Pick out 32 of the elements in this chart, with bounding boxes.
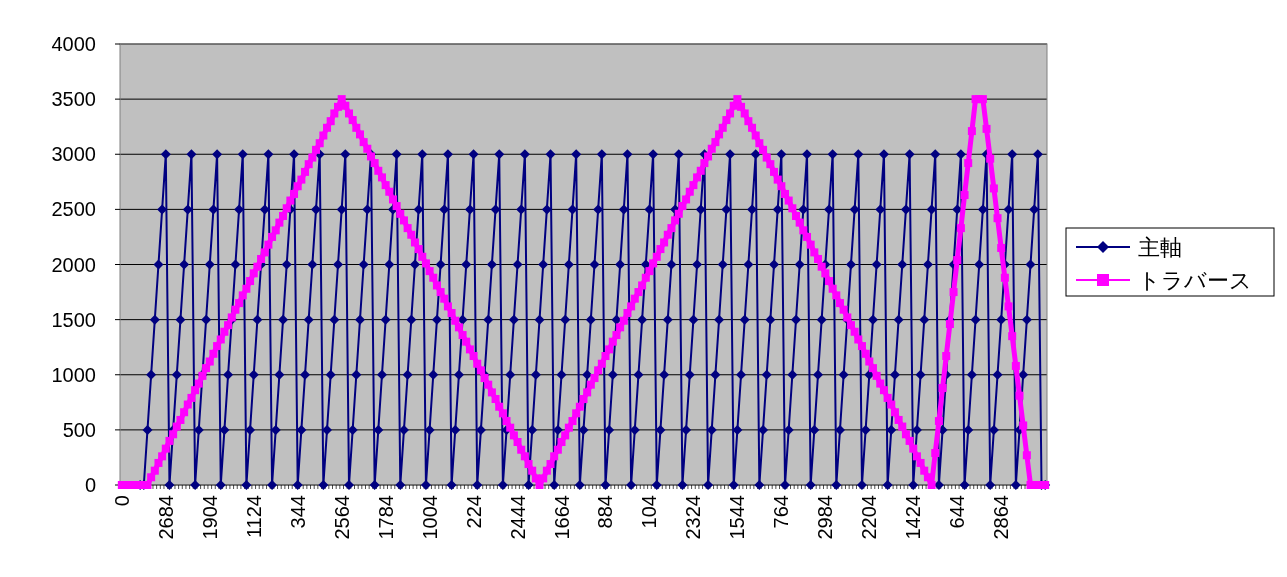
- x-tick-label: 1544: [726, 495, 749, 540]
- x-tick-label: 1004: [418, 495, 441, 540]
- y-tick-label: 3000: [51, 143, 96, 166]
- x-tick-label: 2324: [682, 495, 705, 540]
- x-tick-label: 1424: [902, 495, 925, 540]
- x-tick-label: 0: [110, 495, 133, 507]
- x-tick-label: 1124: [242, 495, 265, 539]
- y-tick-label: 1000: [51, 363, 96, 386]
- x-tick-label: 764: [770, 495, 793, 529]
- x-tick-label: 2984: [814, 495, 837, 540]
- x-tick-label: 104: [638, 495, 661, 529]
- y-tick-label: 4000: [51, 33, 96, 55]
- x-tick-label: 644: [946, 495, 969, 529]
- x-tick-label: 2444: [506, 495, 529, 540]
- x-tick-label: 2564: [330, 495, 353, 540]
- x-tick-label: 224: [462, 495, 485, 529]
- x-tick-label: 884: [594, 495, 617, 529]
- y-tick-label: 2000: [51, 253, 96, 276]
- x-tick-label: 1784: [374, 495, 397, 540]
- y-tick-label: 2500: [51, 198, 96, 221]
- x-tick-label: 2684: [154, 495, 177, 540]
- x-tick-label: 2864: [990, 495, 1013, 540]
- y-tick-label: 1500: [51, 308, 96, 331]
- y-tick-label: 3500: [51, 88, 96, 111]
- legend-label: 主軸: [1138, 235, 1182, 260]
- x-tick-label: 344: [286, 495, 309, 529]
- x-tick-label: 1904: [198, 495, 221, 540]
- y-tick-label: 500: [62, 418, 96, 441]
- legend-label: トラバース: [1138, 268, 1252, 293]
- y-tick-label: 0: [84, 474, 96, 496]
- x-tick-label: 1664: [550, 495, 573, 540]
- x-tick-label: 2204: [858, 495, 881, 540]
